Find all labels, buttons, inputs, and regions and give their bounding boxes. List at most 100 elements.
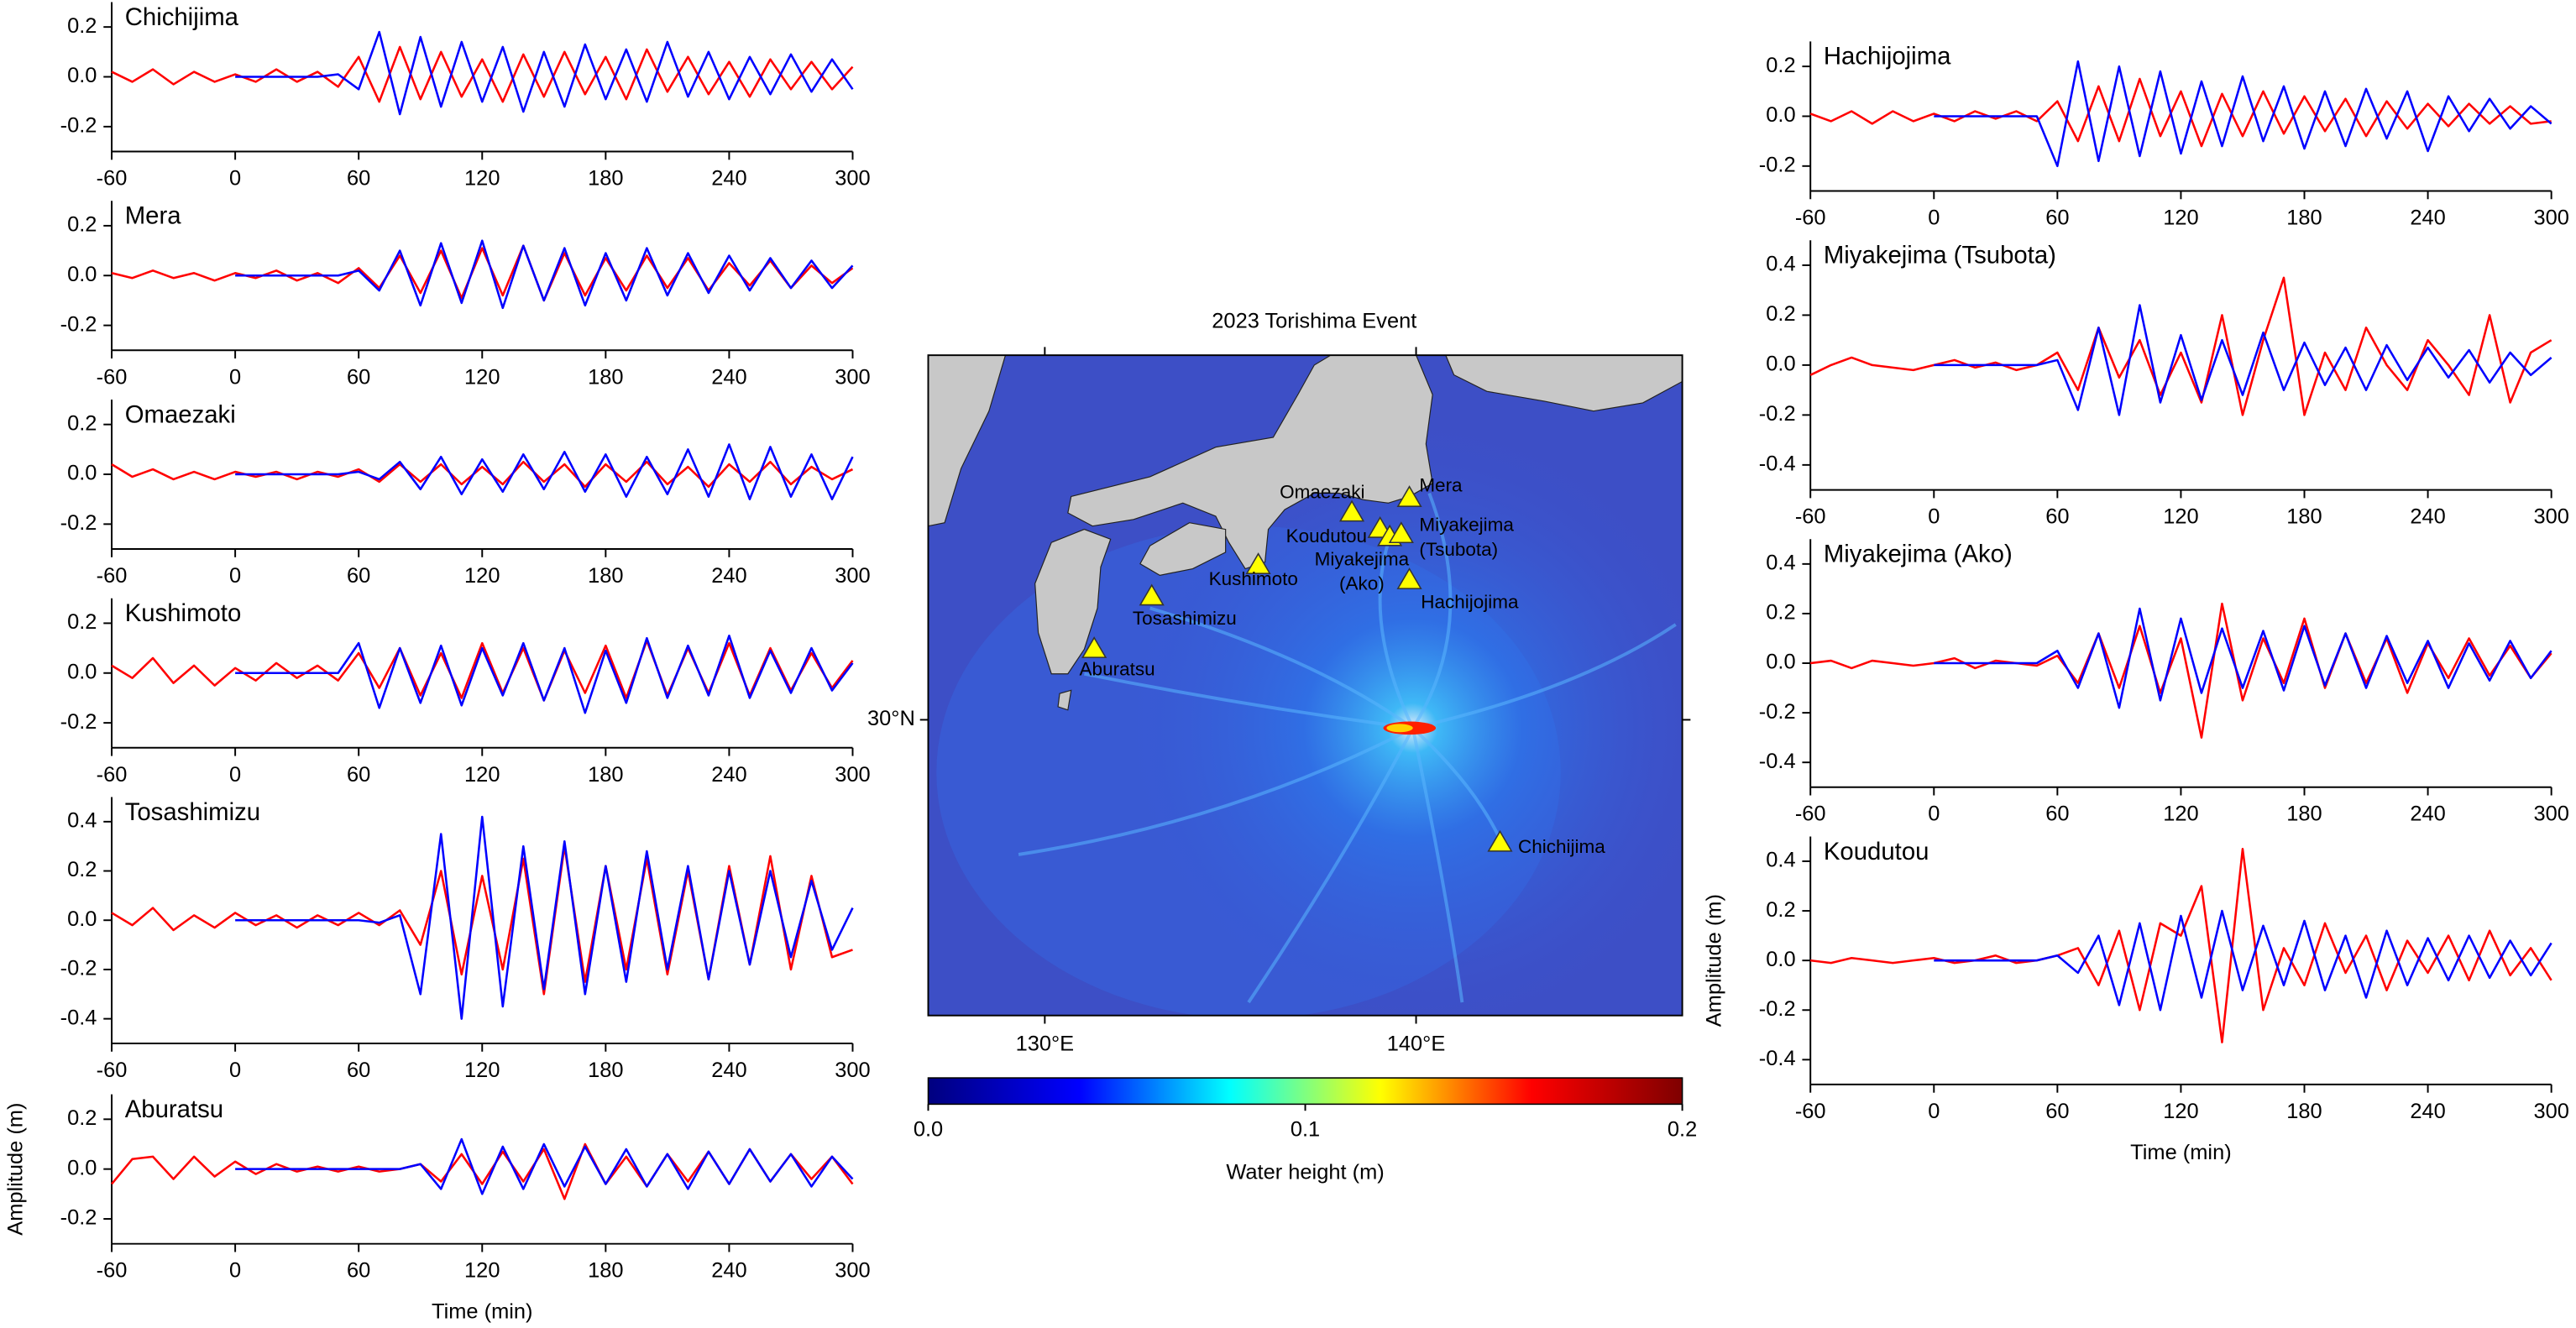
- x-tick-label: 0: [229, 167, 241, 191]
- y-axis-label: Amplitude (m): [1702, 894, 1725, 1027]
- x-tick-label: 120: [464, 365, 500, 389]
- y-tick-label: -0.2: [60, 312, 97, 336]
- station-label: Kushimoto: [1209, 568, 1298, 589]
- x-axis-label: Time (min): [432, 1300, 533, 1324]
- x-tick-label: 240: [2410, 803, 2445, 826]
- x-tick-label: 240: [711, 564, 746, 588]
- x-tick-label: 120: [464, 1059, 500, 1082]
- y-tick-label: -0.2: [1759, 997, 1796, 1021]
- map-title: 2023 Torishima Event: [1212, 310, 1416, 333]
- x-tick-label: 0: [229, 1059, 241, 1082]
- panel-title: Koudutou: [1824, 838, 1929, 865]
- x-tick-label: 120: [2163, 1100, 2198, 1123]
- x-tick-label: 120: [2163, 505, 2198, 529]
- x-tick-label: 120: [2163, 803, 2198, 826]
- station-label: Miyakejima: [1419, 515, 1514, 536]
- waveform: [1934, 607, 2552, 709]
- waveform: [111, 639, 854, 702]
- station-label: Miyakejima: [1315, 548, 1410, 569]
- panel-title: Aburatsu: [125, 1095, 223, 1123]
- y-tick-label: 0.2: [67, 858, 97, 881]
- y-tick-label: -0.4: [1759, 750, 1796, 773]
- panel-title: Miyakejima (Tsubota): [1824, 242, 2056, 269]
- waveform: [111, 844, 853, 996]
- x-tick-label: 120: [464, 1259, 500, 1283]
- x-tick-label: 60: [2045, 803, 2069, 826]
- x-tick-label: 300: [2533, 505, 2568, 529]
- x-tick-label: 300: [835, 763, 870, 787]
- y-tick-label: -0.2: [60, 957, 97, 980]
- x-tick-label: 180: [2286, 1100, 2322, 1123]
- y-tick-label: -0.2: [60, 710, 97, 734]
- panel-title: Mera: [125, 202, 182, 230]
- colorbar-tick-label: 0.2: [1668, 1117, 1697, 1141]
- source-peak: [1386, 724, 1413, 733]
- map-background: [928, 355, 1683, 1016]
- panel-title: Miyakejima (Ako): [1824, 541, 2013, 568]
- x-tick-label: 240: [2410, 1100, 2445, 1123]
- colorbar-label: Water height (m): [1226, 1160, 1384, 1184]
- station-label: Omaezaki: [1280, 481, 1364, 502]
- y-tick-label: 0.0: [1766, 948, 1795, 971]
- y-tick-label: 0.2: [67, 213, 97, 237]
- y-tick-label: 0.2: [67, 1106, 97, 1130]
- x-tick-label: 240: [711, 1259, 746, 1283]
- x-tick-label: 120: [464, 167, 500, 191]
- y-tick-label: -0.2: [1759, 154, 1796, 177]
- x-tick-label: 240: [2410, 505, 2445, 529]
- waveform: [235, 239, 854, 310]
- y-axis-label: Amplitude (m): [3, 1103, 27, 1236]
- x-tick-label: 60: [347, 763, 370, 787]
- x-tick-label: 120: [464, 763, 500, 787]
- x-tick-label: -60: [97, 1059, 128, 1082]
- y-tick-label: 30°N: [867, 707, 915, 730]
- y-tick-label: -0.2: [60, 114, 97, 138]
- x-tick-label: 300: [835, 1059, 870, 1082]
- station-label: Koudutou: [1286, 525, 1367, 546]
- station-marker: [1338, 499, 1365, 522]
- y-tick-label: 0.0: [1766, 651, 1795, 674]
- waveform: [235, 634, 854, 714]
- waveform: [111, 1142, 854, 1200]
- x-tick-label: 300: [835, 365, 870, 389]
- x-tick-label: 300: [2533, 803, 2568, 826]
- y-tick-label: 0.4: [1766, 253, 1795, 276]
- station-marker: [1139, 583, 1165, 606]
- y-tick-label: 0.0: [1766, 353, 1795, 376]
- x-tick-label: 300: [835, 1259, 870, 1283]
- y-tick-label: 0.2: [1766, 898, 1795, 922]
- station-label: Mera: [1419, 475, 1463, 496]
- x-tick-label: -60: [97, 1259, 128, 1283]
- waveform: [111, 45, 854, 103]
- y-tick-label: 0.2: [67, 411, 97, 435]
- x-tick-label: 300: [835, 564, 870, 588]
- station-label: Tosashimizu: [1133, 608, 1237, 629]
- y-tick-label: 0.0: [1766, 103, 1795, 127]
- x-axis-label: Time (min): [2130, 1141, 2232, 1164]
- x-tick-label: 0: [229, 564, 241, 588]
- x-tick-label: -60: [1795, 505, 1826, 529]
- x-tick-label: 60: [2045, 505, 2069, 529]
- x-tick-label: -60: [1795, 803, 1826, 826]
- x-tick-label: 180: [588, 365, 623, 389]
- x-tick-label: 0: [1928, 206, 1940, 229]
- map-frame: [927, 354, 1683, 1017]
- y-tick-label: -0.4: [1759, 452, 1796, 476]
- colorbar-tick-label: 0.0: [914, 1117, 943, 1141]
- x-tick-label: -60: [1795, 1100, 1826, 1123]
- y-tick-label: -0.4: [60, 1006, 97, 1029]
- y-tick-label: 0.2: [1766, 601, 1795, 625]
- x-tick-label: 120: [464, 564, 500, 588]
- x-tick-label: 60: [2045, 206, 2069, 229]
- x-tick-label: -60: [1795, 206, 1826, 229]
- station-label: Hachijojima: [1421, 592, 1519, 613]
- x-tick-label: 0: [1928, 1100, 1940, 1123]
- x-tick-label: 180: [588, 1259, 623, 1283]
- x-tick-label: 180: [588, 564, 623, 588]
- x-tick-label: 180: [588, 763, 623, 787]
- waveform: [111, 460, 854, 489]
- station-label: (Tsubota): [1419, 539, 1498, 560]
- y-tick-label: 0.2: [1766, 54, 1795, 77]
- x-tick-label: 300: [2533, 1100, 2568, 1123]
- y-tick-label: 0.2: [67, 610, 97, 634]
